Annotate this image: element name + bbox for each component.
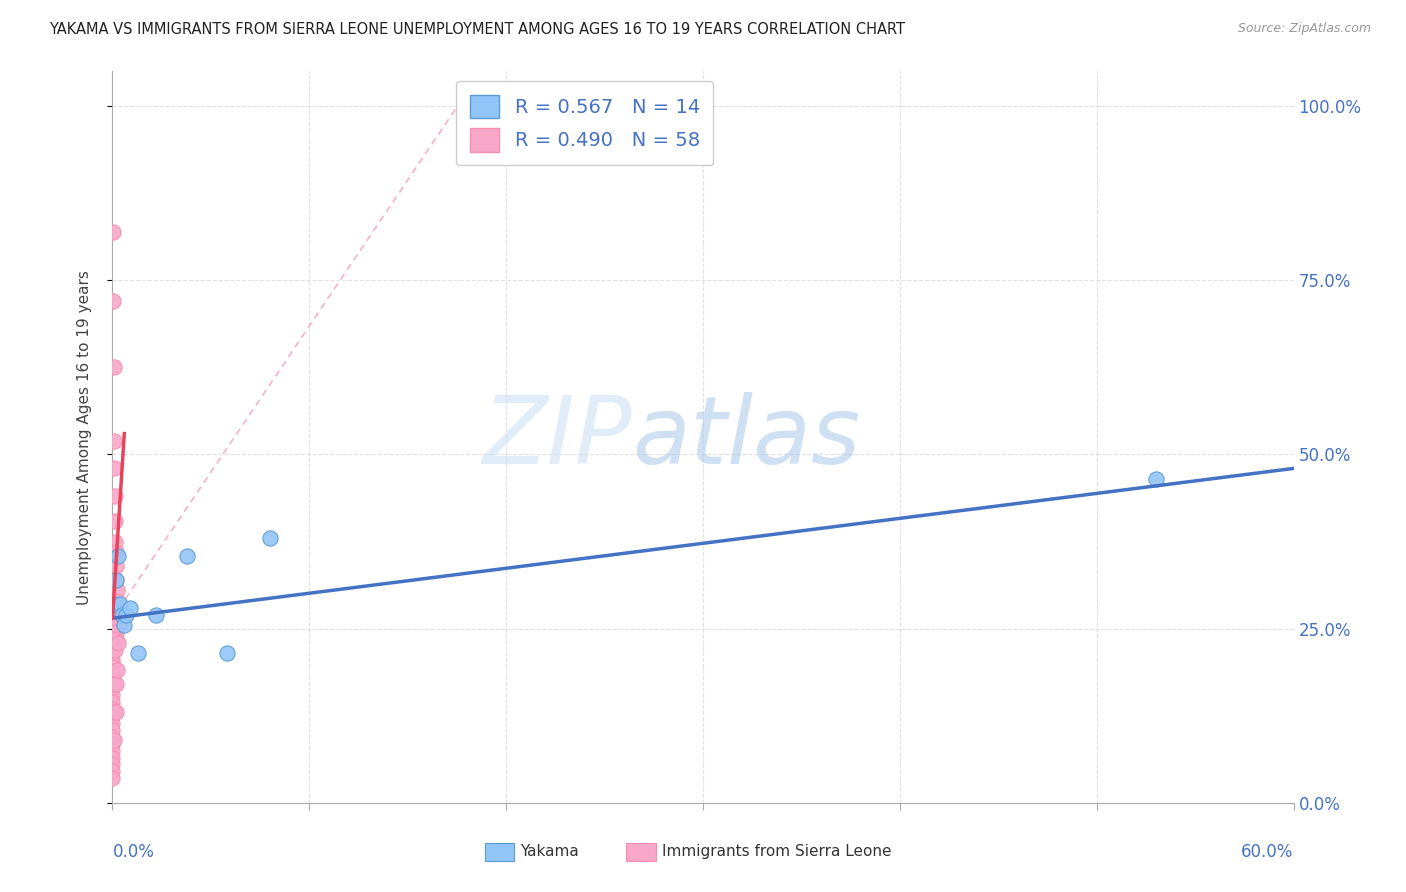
Point xyxy=(145,607,167,622)
Point xyxy=(103,632,125,646)
Point xyxy=(104,514,127,528)
Point xyxy=(101,646,124,660)
Point xyxy=(103,607,125,622)
Point xyxy=(101,723,124,737)
Point xyxy=(103,294,125,309)
Point xyxy=(104,607,127,622)
Point xyxy=(105,573,128,587)
Point xyxy=(101,764,124,779)
Text: Yakama: Yakama xyxy=(520,845,579,859)
Point xyxy=(101,772,124,786)
Legend: R = 0.567   N = 14, R = 0.490   N = 58: R = 0.567 N = 14, R = 0.490 N = 58 xyxy=(457,81,713,166)
Point xyxy=(101,667,124,681)
Point xyxy=(101,757,124,772)
Point xyxy=(259,531,281,545)
Point xyxy=(111,607,134,622)
Point xyxy=(101,730,124,744)
Point xyxy=(103,597,125,611)
Point xyxy=(103,705,125,719)
Point xyxy=(107,604,129,618)
Point xyxy=(101,688,124,702)
Point xyxy=(107,635,129,649)
Text: 60.0%: 60.0% xyxy=(1241,843,1294,861)
Point xyxy=(101,715,124,730)
Point xyxy=(105,558,128,573)
Point xyxy=(103,461,125,475)
Text: Source: ZipAtlas.com: Source: ZipAtlas.com xyxy=(1237,22,1371,36)
Point xyxy=(105,625,128,640)
Point xyxy=(101,681,124,695)
Point xyxy=(104,642,127,657)
Point xyxy=(101,743,124,757)
Point xyxy=(103,434,125,448)
Point xyxy=(101,708,124,723)
Point xyxy=(101,695,124,709)
Y-axis label: Unemployment Among Ages 16 to 19 years: Unemployment Among Ages 16 to 19 years xyxy=(77,269,91,605)
Text: ZIP: ZIP xyxy=(482,392,633,483)
Text: atlas: atlas xyxy=(633,392,860,483)
Point xyxy=(103,615,125,629)
Point xyxy=(101,625,124,640)
Point xyxy=(101,750,124,764)
Point xyxy=(101,737,124,751)
Point xyxy=(103,607,125,622)
Point xyxy=(108,611,131,625)
Point xyxy=(105,583,128,598)
Point xyxy=(104,489,127,503)
Point xyxy=(103,618,125,632)
Point xyxy=(105,618,128,632)
Point xyxy=(103,625,125,640)
Point xyxy=(101,673,124,688)
Point xyxy=(101,653,124,667)
Point xyxy=(101,702,124,716)
Point xyxy=(105,677,128,691)
Point xyxy=(101,657,124,671)
Text: 0.0%: 0.0% xyxy=(112,843,155,861)
Point xyxy=(110,597,132,611)
Point xyxy=(107,549,129,563)
Point xyxy=(101,225,124,239)
Point xyxy=(176,549,198,563)
Point xyxy=(115,607,138,622)
Point xyxy=(105,573,128,587)
Text: Immigrants from Sierra Leone: Immigrants from Sierra Leone xyxy=(662,845,891,859)
Point xyxy=(215,646,238,660)
Point xyxy=(120,600,142,615)
Point xyxy=(107,664,129,678)
Point xyxy=(1144,472,1167,486)
Point xyxy=(112,618,135,632)
Point xyxy=(103,360,125,375)
Point xyxy=(107,594,129,608)
Point xyxy=(101,632,124,646)
Point xyxy=(104,534,127,549)
Point xyxy=(103,733,125,747)
Point xyxy=(103,677,125,691)
FancyBboxPatch shape xyxy=(485,843,515,862)
Point xyxy=(110,616,132,631)
FancyBboxPatch shape xyxy=(626,843,655,862)
Point xyxy=(101,670,124,684)
Point xyxy=(105,705,128,719)
Point xyxy=(127,646,149,660)
Point xyxy=(101,660,124,674)
Point xyxy=(105,632,128,646)
Point xyxy=(101,639,124,653)
Point xyxy=(104,545,127,559)
Text: YAKAMA VS IMMIGRANTS FROM SIERRA LEONE UNEMPLOYMENT AMONG AGES 16 TO 19 YEARS CO: YAKAMA VS IMMIGRANTS FROM SIERRA LEONE U… xyxy=(49,22,905,37)
